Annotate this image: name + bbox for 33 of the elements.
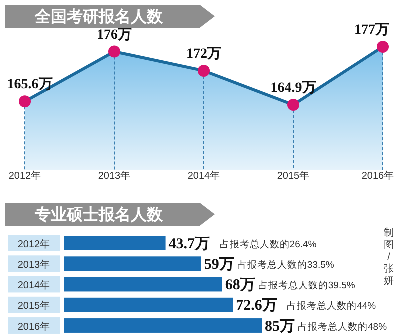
chart-title: 全国考研报名人数: [34, 8, 164, 26]
annotation: 占报考总人数的26.4%: [220, 238, 318, 250]
annotation: 占报考总人数的33.5%: [237, 258, 335, 271]
data-label: 164.9万: [270, 81, 316, 96]
y-tick-label: 2015年: [18, 300, 50, 312]
x-tick-label: 2012年: [8, 170, 42, 182]
data-label: 72.6万: [236, 298, 278, 314]
y-tick-label: 2012年: [18, 238, 50, 250]
bar: [64, 318, 262, 333]
data-label: 85万: [265, 318, 295, 334]
annotation: 占报考总人数的39.5%: [258, 280, 356, 292]
bar: [64, 277, 222, 292]
data-label: 68万: [225, 278, 256, 294]
x-tick-label: 2016年: [362, 170, 394, 182]
chart-title: 专业硕士报名人数: [34, 206, 164, 224]
x-tick-label: 2015年: [277, 170, 310, 182]
y-tick-label: 2014年: [18, 280, 50, 292]
data-label: 177万: [354, 23, 390, 38]
data-label: 165.6万: [7, 78, 53, 93]
annotation: 占报考总人数的48%: [298, 320, 388, 333]
x-tick-label: 2013年: [98, 170, 131, 182]
data-label: 172万: [186, 46, 222, 62]
annotation: 制图/张妍: [384, 227, 394, 287]
bar: [64, 256, 202, 272]
data-label: 59万: [204, 256, 234, 273]
annotation: 占报考总人数的44%: [287, 300, 377, 312]
data-label: 176万: [97, 28, 132, 43]
y-tick-label: 2013年: [18, 258, 50, 271]
bar: [64, 236, 166, 250]
data-label: 43.7万: [168, 236, 210, 252]
x-tick-label: 2014年: [188, 170, 220, 182]
bar: [64, 298, 234, 312]
y-tick-label: 2016年: [18, 320, 50, 333]
